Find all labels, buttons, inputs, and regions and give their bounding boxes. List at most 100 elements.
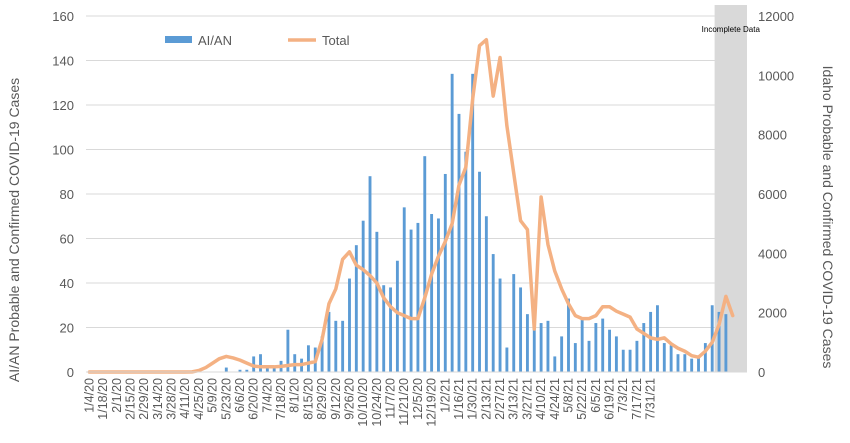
- x-tick-label: 7/31/21: [644, 378, 658, 420]
- bar-ai-an: [430, 214, 434, 372]
- bar-ai-an: [635, 340, 639, 372]
- bar-ai-an: [416, 222, 420, 372]
- bar-ai-an: [437, 218, 440, 372]
- x-tick-label: 9/12/20: [329, 378, 343, 420]
- bar-ai-an: [224, 367, 228, 372]
- legend-label-total: Total: [322, 33, 350, 48]
- x-tick-label: 5/8/21: [561, 378, 575, 413]
- bar-ai-an: [690, 358, 694, 372]
- bar-ai-an: [491, 254, 495, 372]
- x-tick-label: 4/24/21: [548, 378, 562, 420]
- right-tick-label: 8000: [758, 128, 787, 143]
- bar-ai-an: [573, 343, 577, 372]
- bar-ai-an: [457, 113, 461, 373]
- bar-ai-an: [375, 231, 379, 372]
- x-tick-label: 3/28/20: [165, 378, 179, 420]
- left-tick-label: 20: [60, 321, 74, 336]
- legend-label-ai-an: AI/AN: [198, 33, 232, 48]
- x-tick-label: 2/1/20: [110, 378, 124, 413]
- bar-ai-an: [505, 347, 509, 372]
- x-tick-label: 11/7/20: [384, 378, 398, 419]
- x-tick-label: 4/11/20: [178, 378, 192, 419]
- bar-ai-an: [519, 287, 523, 372]
- right-tick-label: 2000: [758, 306, 787, 321]
- bar-ai-an: [669, 345, 673, 372]
- left-tick-label: 60: [60, 232, 74, 247]
- right-tick-label: 12000: [758, 9, 794, 24]
- bar-ai-an: [662, 343, 666, 372]
- x-tick-label: 1/4/20: [82, 378, 96, 413]
- bar-ai-an: [567, 298, 570, 372]
- bar-ai-an: [560, 336, 564, 372]
- bar-ai-an: [348, 278, 351, 372]
- bar-ai-an: [245, 369, 249, 372]
- bar-ai-an: [553, 356, 557, 372]
- bar-ai-an: [464, 151, 468, 372]
- bar-ai-an: [327, 311, 331, 372]
- x-tick-label: 1/16/21: [452, 378, 466, 420]
- x-tick-label: 6/19/21: [603, 378, 617, 420]
- x-tick-label: 2/15/20: [123, 378, 137, 420]
- x-tick-label: 5/22/21: [575, 378, 589, 420]
- x-tick-label: 1/2/21: [438, 378, 452, 413]
- bar-ai-an: [354, 245, 358, 372]
- incomplete-data-label: Incomplete Data: [702, 25, 761, 34]
- bar-ai-an: [587, 340, 591, 372]
- bar-ai-an: [382, 285, 386, 372]
- bar-ai-an: [478, 171, 481, 372]
- right-tick-label: 4000: [758, 246, 787, 261]
- x-tick-label: 12/19/20: [425, 378, 439, 427]
- left-axis-ticks: 0 20 40 60 80 100 120 140 160: [52, 9, 74, 380]
- right-axis-title: Idaho Probable and Confirmed COVID-19 Ca…: [820, 66, 836, 369]
- bar-ai-an: [642, 323, 646, 372]
- x-tick-label: 7/4/20: [260, 378, 274, 413]
- bar-ai-an: [272, 367, 276, 372]
- x-tick-label: 3/13/21: [507, 378, 521, 420]
- x-tick-label: 5/23/20: [219, 378, 233, 420]
- line-total: [87, 37, 735, 374]
- bar-ai-an: [614, 336, 618, 372]
- x-tick-label: 8/1/20: [288, 378, 302, 413]
- bar-ai-an: [286, 329, 290, 372]
- bar-ai-an: [717, 311, 721, 372]
- left-tick-label: 160: [52, 9, 74, 24]
- bar-ai-an: [484, 216, 488, 372]
- left-tick-label: 120: [52, 98, 74, 113]
- bar-ai-an: [361, 220, 365, 372]
- x-tick-label: 7/18/20: [274, 378, 288, 420]
- x-tick-label: 2/13/21: [479, 378, 493, 420]
- bar-ai-an: [306, 345, 310, 372]
- legend-swatch-ai-an: [165, 36, 192, 43]
- left-tick-label: 140: [52, 54, 74, 69]
- bar-ai-an: [724, 314, 728, 372]
- bar-ai-an: [628, 349, 632, 372]
- x-tick-label: 2/27/21: [493, 378, 507, 420]
- bar-ai-an: [259, 354, 262, 372]
- right-axis-ticks: 0 2000 4000 6000 8000 10000 12000: [758, 9, 794, 380]
- x-tick-label: 6/20/20: [247, 378, 261, 420]
- bar-ai-an: [341, 320, 345, 372]
- x-tick-label: 1/30/21: [466, 378, 480, 420]
- bar-ai-an: [320, 336, 324, 372]
- bar-ai-an: [546, 320, 550, 372]
- bar-ai-an: [265, 367, 269, 372]
- right-tick-label: 6000: [758, 187, 787, 202]
- bar-ai-an: [423, 156, 427, 372]
- left-tick-label: 100: [52, 143, 74, 158]
- bar-ai-an: [649, 311, 653, 372]
- bar-ai-an: [580, 318, 584, 372]
- bar-ai-an: [697, 356, 700, 372]
- x-tick-label: 5/9/20: [206, 378, 220, 413]
- x-tick-label: 8/15/20: [301, 378, 315, 420]
- x-tick-label: 1/18/20: [96, 378, 110, 420]
- bar-ai-an: [389, 287, 392, 372]
- right-tick-label: 0: [758, 365, 765, 380]
- legend: AI/AN Total: [165, 33, 350, 48]
- bar-ai-an: [608, 329, 611, 372]
- bar-ai-an: [621, 349, 625, 372]
- x-tick-label: 7/3/21: [616, 378, 630, 413]
- bar-ai-an: [683, 354, 687, 372]
- x-tick-label: 9/26/20: [342, 378, 356, 420]
- bar-ai-an: [601, 318, 605, 372]
